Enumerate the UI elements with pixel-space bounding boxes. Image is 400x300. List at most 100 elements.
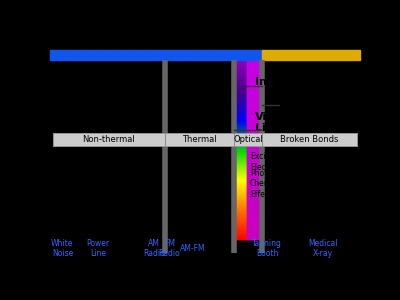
Bar <box>247 176 262 177</box>
Bar <box>234 151 247 152</box>
Bar <box>247 115 262 116</box>
Bar <box>234 235 247 236</box>
Bar <box>234 124 247 125</box>
Bar <box>234 122 247 124</box>
Bar <box>234 85 247 86</box>
Bar <box>247 90 262 91</box>
Bar <box>247 137 262 138</box>
Bar <box>234 109 247 110</box>
Bar <box>234 145 247 146</box>
Bar <box>247 100 262 101</box>
Bar <box>234 211 247 212</box>
Bar <box>247 93 262 94</box>
Bar <box>234 82 247 83</box>
Bar <box>247 235 262 236</box>
Bar <box>247 96 262 97</box>
Bar <box>234 204 247 205</box>
Bar <box>234 76 247 77</box>
Bar <box>247 106 262 107</box>
Bar <box>247 184 262 186</box>
Bar <box>247 63 262 64</box>
Bar <box>234 155 247 156</box>
Text: Photo
Chemical
Effects: Photo Chemical Effects <box>250 169 286 199</box>
Bar <box>247 72 262 73</box>
Bar <box>234 188 247 189</box>
Bar <box>247 128 262 129</box>
Bar <box>247 109 262 110</box>
Bar <box>234 221 247 222</box>
Bar <box>234 83 247 84</box>
Bar <box>247 179 262 180</box>
Bar <box>234 169 247 171</box>
Bar <box>234 68 247 69</box>
Bar <box>247 119 262 121</box>
Bar <box>247 123 262 124</box>
Bar <box>234 66 247 67</box>
Bar <box>247 88 262 89</box>
Bar <box>247 66 262 68</box>
Bar <box>247 153 262 154</box>
Bar <box>234 93 247 94</box>
Bar <box>247 152 262 153</box>
Bar <box>247 64 262 66</box>
Bar <box>234 64 247 66</box>
Bar <box>247 207 262 208</box>
Bar <box>234 118 247 119</box>
Bar <box>234 84 247 85</box>
Bar <box>247 190 262 191</box>
Bar <box>234 121 247 122</box>
Bar <box>247 151 262 152</box>
Bar <box>234 60 247 62</box>
Bar <box>247 167 262 168</box>
Bar <box>247 209 262 210</box>
Bar <box>247 168 262 169</box>
Bar <box>247 180 262 181</box>
Bar <box>234 65 247 66</box>
Bar <box>247 97 262 98</box>
Bar <box>234 172 247 174</box>
Bar <box>234 143 247 144</box>
Bar <box>234 227 247 229</box>
Bar <box>247 67 262 68</box>
Bar <box>234 112 247 113</box>
Bar <box>247 212 262 213</box>
Text: Power
Line: Power Line <box>86 239 110 258</box>
Bar <box>247 223 262 224</box>
Bar <box>247 82 262 83</box>
Bar <box>247 221 262 222</box>
Bar <box>234 131 247 133</box>
Bar <box>247 233 262 235</box>
Bar <box>234 163 247 164</box>
Bar <box>247 118 262 119</box>
Bar <box>234 68 247 69</box>
Bar <box>247 103 262 104</box>
Bar <box>247 81 262 82</box>
Bar <box>247 77 262 78</box>
Bar <box>234 63 247 64</box>
Bar <box>234 96 247 97</box>
Bar <box>247 220 262 221</box>
Bar <box>234 233 247 235</box>
Bar <box>247 146 262 147</box>
Bar <box>247 174 262 175</box>
Bar <box>247 225 262 226</box>
Bar <box>247 184 262 185</box>
Bar <box>247 92 262 93</box>
Bar <box>247 134 262 135</box>
Bar <box>247 110 262 111</box>
Bar <box>247 87 262 88</box>
Bar <box>247 75 262 76</box>
Bar <box>247 204 262 205</box>
Bar <box>234 208 247 209</box>
Bar <box>247 192 262 193</box>
Bar <box>234 75 247 76</box>
Bar <box>234 146 247 147</box>
Bar <box>247 144 262 145</box>
Bar <box>247 102 262 103</box>
Bar <box>234 140 247 141</box>
Bar <box>234 160 247 161</box>
Bar <box>234 75 247 76</box>
Bar <box>262 133 357 146</box>
Bar <box>247 143 262 144</box>
Bar <box>247 145 262 146</box>
